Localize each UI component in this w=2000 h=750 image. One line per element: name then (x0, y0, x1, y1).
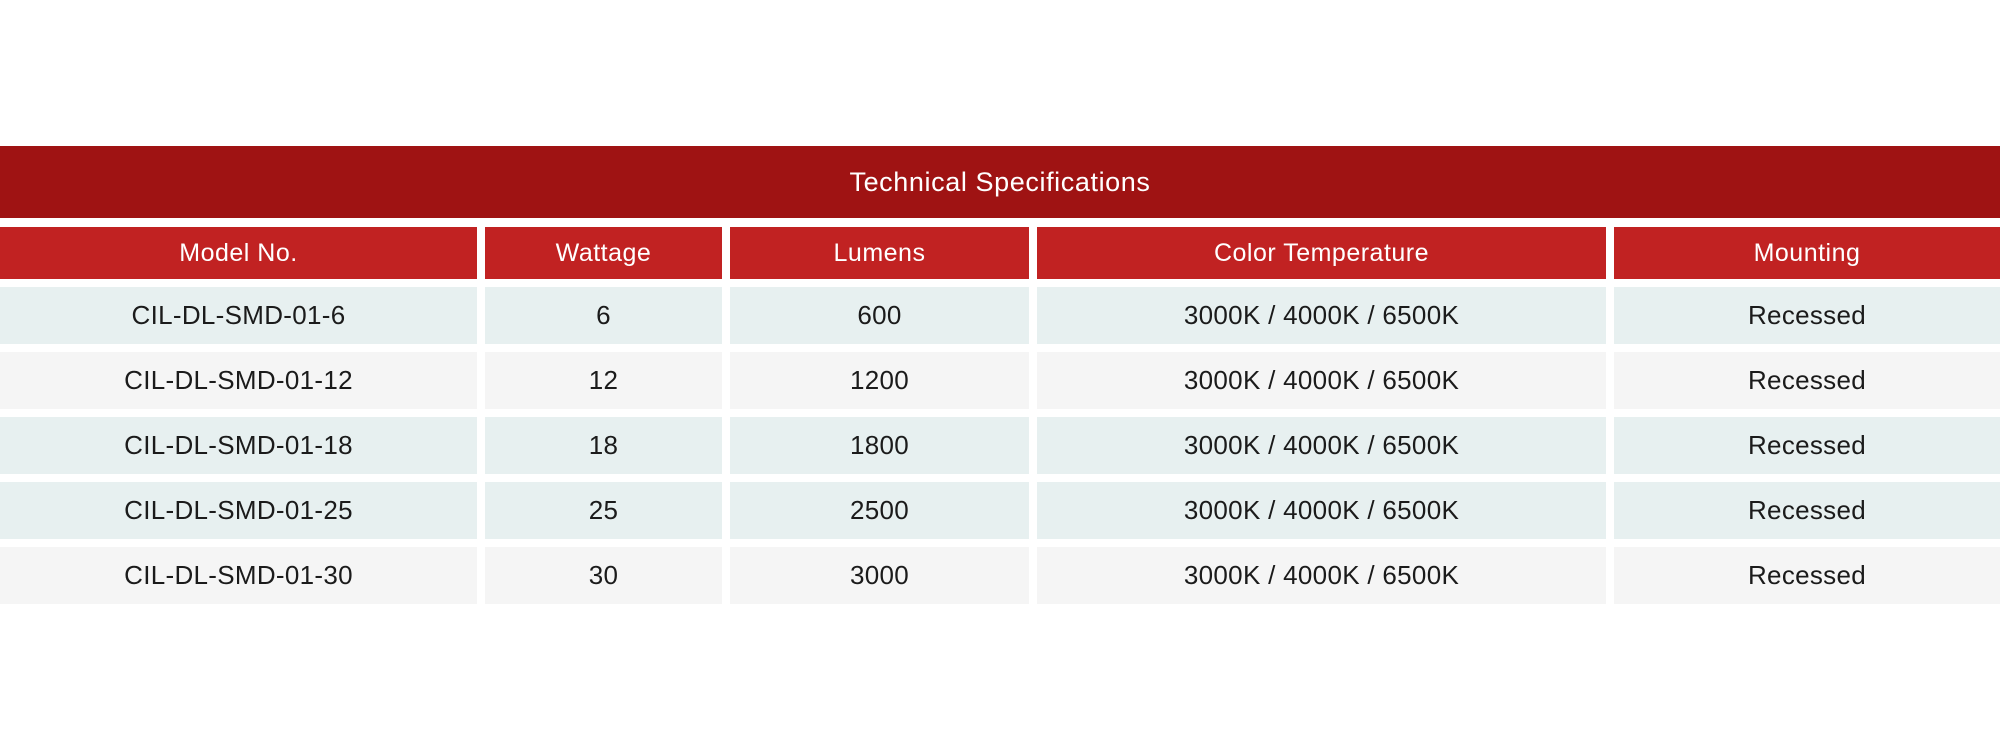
cell-value: Recessed (1747, 365, 1867, 395)
cell-value: 25 (588, 495, 619, 525)
cell-lumens: 1800 (730, 417, 1029, 474)
column-header-label: Model No. (179, 238, 298, 267)
column-header-label: Lumens (833, 238, 926, 267)
cell-lumens: 600 (730, 287, 1029, 344)
table-row: CIL-DL-SMD-01-30 30 3000 3000K / 4000K /… (0, 547, 2000, 604)
column-header-label: Wattage (555, 238, 652, 267)
cell-color-temperature: 3000K / 4000K / 6500K (1037, 417, 1606, 474)
cell-value: 3000K / 4000K / 6500K (1183, 300, 1460, 330)
cell-lumens: 1200 (730, 352, 1029, 409)
cell-value: CIL-DL-SMD-01-18 (124, 430, 353, 460)
cell-value: 1200 (849, 365, 910, 395)
cell-value: 6 (596, 300, 611, 330)
table-title: Technical Specifications (849, 166, 1151, 197)
cell-lumens: 3000 (730, 547, 1029, 604)
cell-value: CIL-DL-SMD-01-6 (131, 300, 346, 330)
cell-value: CIL-DL-SMD-01-25 (124, 495, 353, 525)
cell-value: Recessed (1747, 430, 1867, 460)
cell-mounting: Recessed (1614, 417, 2000, 474)
cell-wattage: 30 (485, 547, 722, 604)
cell-mounting: Recessed (1614, 547, 2000, 604)
cell-wattage: 12 (485, 352, 722, 409)
cell-value: 30 (588, 560, 619, 590)
cell-color-temperature: 3000K / 4000K / 6500K (1037, 547, 1606, 604)
cell-mounting: Recessed (1614, 287, 2000, 344)
cell-value: Recessed (1747, 300, 1867, 330)
table-row: CIL-DL-SMD-01-12 12 1200 3000K / 4000K /… (0, 352, 2000, 409)
cell-model-no: CIL-DL-SMD-01-18 (0, 417, 477, 474)
cell-model-no: CIL-DL-SMD-01-30 (0, 547, 477, 604)
cell-value: 1800 (849, 430, 910, 460)
cell-mounting: Recessed (1614, 482, 2000, 539)
cell-color-temperature: 3000K / 4000K / 6500K (1037, 287, 1606, 344)
cell-value: 18 (588, 430, 619, 460)
cell-color-temperature: 3000K / 4000K / 6500K (1037, 482, 1606, 539)
column-header-model-no: Model No. (0, 227, 477, 279)
cell-wattage: 6 (485, 287, 722, 344)
cell-color-temperature: 3000K / 4000K / 6500K (1037, 352, 1606, 409)
cell-mounting: Recessed (1614, 352, 2000, 409)
cell-value: Recessed (1747, 560, 1867, 590)
cell-value: 3000K / 4000K / 6500K (1183, 495, 1460, 525)
column-header-color-temperature: Color Temperature (1037, 227, 1606, 279)
column-header-lumens: Lumens (730, 227, 1029, 279)
cell-value: Recessed (1747, 495, 1867, 525)
cell-model-no: CIL-DL-SMD-01-6 (0, 287, 477, 344)
technical-specifications-section: Technical Specifications Model No. Watta… (0, 146, 2000, 604)
cell-value: 2500 (849, 495, 910, 525)
table-row: CIL-DL-SMD-01-6 6 600 3000K / 4000K / 65… (0, 287, 2000, 344)
cell-lumens: 2500 (730, 482, 1029, 539)
column-header-wattage: Wattage (485, 227, 722, 279)
cell-value: 3000K / 4000K / 6500K (1183, 430, 1460, 460)
cell-value: 3000K / 4000K / 6500K (1183, 560, 1460, 590)
cell-value: 3000K / 4000K / 6500K (1183, 365, 1460, 395)
cell-model-no: CIL-DL-SMD-01-12 (0, 352, 477, 409)
table-row: CIL-DL-SMD-01-25 25 2500 3000K / 4000K /… (0, 482, 2000, 539)
cell-value: CIL-DL-SMD-01-30 (124, 560, 353, 590)
table-title-banner: Technical Specifications (0, 146, 2000, 218)
cell-wattage: 18 (485, 417, 722, 474)
column-header-label: Mounting (1753, 238, 1861, 267)
table-header-row: Model No. Wattage Lumens Color Temperatu… (0, 227, 2000, 279)
table-row: CIL-DL-SMD-01-18 18 1800 3000K / 4000K /… (0, 417, 2000, 474)
cell-model-no: CIL-DL-SMD-01-25 (0, 482, 477, 539)
cell-value: 3000 (849, 560, 910, 590)
cell-value: CIL-DL-SMD-01-12 (124, 365, 353, 395)
column-header-mounting: Mounting (1614, 227, 2000, 279)
cell-value: 600 (857, 300, 902, 330)
column-header-label: Color Temperature (1213, 238, 1430, 267)
cell-value: 12 (588, 365, 619, 395)
cell-wattage: 25 (485, 482, 722, 539)
